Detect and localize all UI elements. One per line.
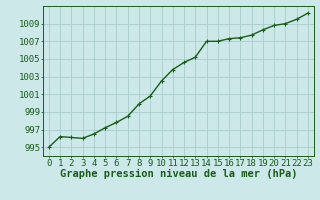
X-axis label: Graphe pression niveau de la mer (hPa): Graphe pression niveau de la mer (hPa)	[60, 169, 297, 179]
